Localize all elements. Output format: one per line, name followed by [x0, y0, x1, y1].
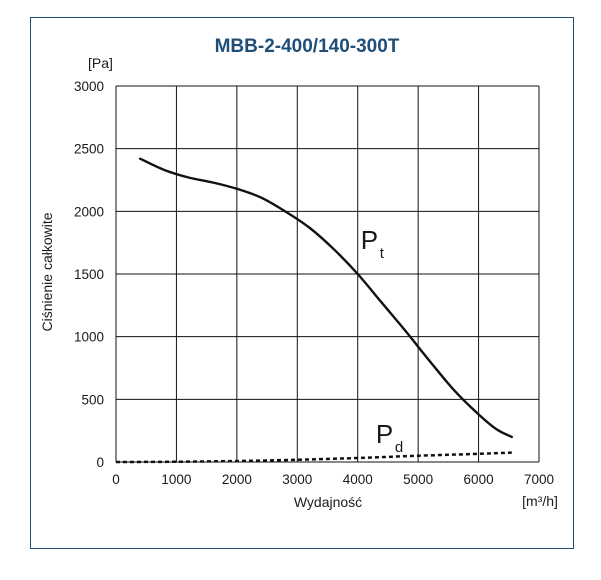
- x-tick-label: 7000: [524, 472, 554, 487]
- x-tick-label: 3000: [282, 472, 312, 487]
- y-tick-label: 1000: [74, 330, 104, 345]
- x-tick-label: 0: [112, 472, 120, 487]
- series-label-subscript: t: [380, 245, 385, 262]
- x-unit-label: [m³/h]: [522, 493, 558, 509]
- x-tick-label: 6000: [464, 472, 494, 487]
- series-label-subscript: d: [395, 439, 403, 456]
- y-tick-label: 2500: [74, 142, 104, 157]
- x-tick-label: 5000: [403, 472, 433, 487]
- x-tick-label: 2000: [222, 472, 252, 487]
- grid: [115, 85, 540, 463]
- x-axis-label: Wydajność: [294, 494, 362, 510]
- y-tick-label: 500: [81, 392, 104, 407]
- y-tick-label: 2000: [74, 204, 104, 219]
- y-unit-label: [Pa]: [88, 55, 113, 71]
- series-layer: [115, 157, 514, 464]
- chart-title: MBB-2-400/140-300T: [215, 36, 400, 57]
- x-tick-label: 1000: [161, 472, 191, 487]
- series-label-pd: P: [376, 419, 393, 449]
- series-line-pd: [115, 451, 512, 464]
- y-tick-label: 0: [96, 455, 104, 470]
- y-tick-label: 3000: [74, 79, 104, 94]
- y-tick-label: 1500: [74, 267, 104, 282]
- tick-labels: 0 1000 2000 3000 4000 5000 6000 7000 0 500 1000 150…: [74, 79, 554, 487]
- series-line-pt: [138, 157, 514, 439]
- chart-frame: [30, 17, 574, 549]
- x-tick-label: 4000: [343, 472, 373, 487]
- y-axis-label: Ciśnienie całkowite: [39, 212, 55, 331]
- series-label-pt: P: [361, 225, 378, 255]
